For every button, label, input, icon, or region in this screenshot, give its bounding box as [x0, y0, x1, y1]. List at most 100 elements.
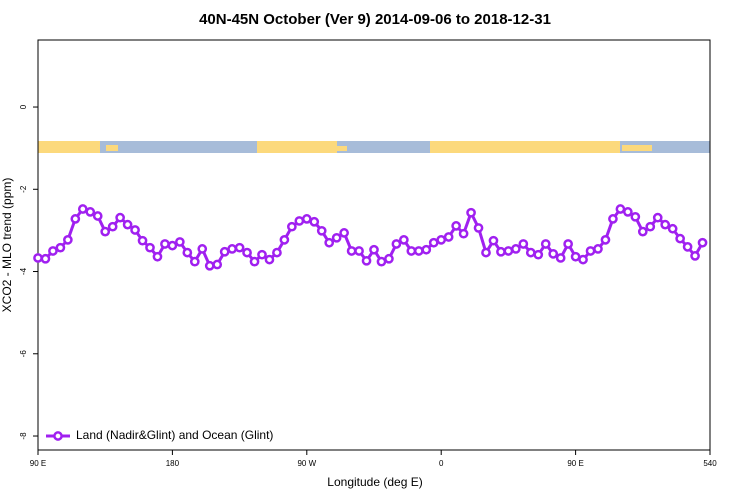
- x-axis-label: Longitude (deg E): [327, 475, 422, 489]
- point: [219, 246, 230, 257]
- point: [249, 256, 260, 267]
- point: [212, 259, 223, 270]
- point: [667, 223, 678, 234]
- point: [294, 216, 305, 226]
- point: [369, 244, 379, 255]
- point: [107, 221, 118, 232]
- point: [55, 242, 66, 253]
- point: [533, 249, 544, 260]
- point: [324, 237, 335, 248]
- point: [473, 223, 484, 233]
- point: [525, 247, 536, 258]
- point: [115, 212, 125, 223]
- point: [354, 246, 364, 256]
- point: [167, 240, 178, 251]
- point: [518, 239, 529, 249]
- y-tick-label: -6: [19, 350, 28, 358]
- y-tick-label: 0: [19, 104, 28, 109]
- point: [48, 246, 58, 256]
- point: [458, 228, 469, 239]
- point: [496, 246, 506, 257]
- point: [481, 247, 491, 258]
- point: [682, 242, 693, 252]
- point: [100, 226, 111, 237]
- land-ocean-strip: [38, 141, 710, 153]
- x-tick-label: 90 W: [297, 459, 316, 468]
- point: [122, 219, 133, 230]
- point: [391, 239, 402, 249]
- point: [593, 244, 603, 254]
- point: [608, 214, 618, 224]
- x-tick-label: 180: [166, 459, 180, 468]
- point: [376, 256, 387, 267]
- point: [145, 242, 155, 253]
- point: [301, 214, 312, 224]
- point: [40, 253, 51, 264]
- point: [77, 204, 88, 214]
- point: [316, 225, 327, 236]
- legend-label: Land (Nadir&Glint) and Ocean (Glint): [76, 428, 273, 442]
- point: [63, 235, 73, 245]
- point: [264, 254, 275, 265]
- point: [645, 221, 656, 232]
- point: [279, 235, 290, 245]
- point: [234, 242, 245, 253]
- point: [413, 246, 424, 256]
- x-tick-label: 540: [703, 459, 717, 468]
- point: [227, 244, 237, 254]
- point: [697, 237, 708, 248]
- point: [384, 253, 394, 264]
- point: [637, 226, 648, 237]
- point: [346, 246, 357, 256]
- point: [630, 211, 641, 222]
- y-tick-label: -4: [19, 267, 28, 275]
- point: [563, 239, 573, 249]
- point: [511, 244, 521, 254]
- x-tick-label: 0: [439, 459, 444, 468]
- point: [197, 244, 208, 254]
- point: [660, 219, 671, 230]
- point: [623, 207, 633, 217]
- point: [287, 221, 297, 232]
- point: [331, 232, 342, 243]
- point: [428, 237, 439, 248]
- y-axis-label: XCO2 - MLO trend (ppm): [0, 178, 14, 313]
- point: [272, 247, 282, 258]
- point: [130, 225, 140, 235]
- point: [189, 256, 200, 267]
- point: [570, 251, 581, 262]
- point: [443, 232, 454, 242]
- point: [675, 233, 685, 244]
- point: [406, 246, 417, 256]
- point: [578, 254, 588, 265]
- point: [33, 253, 43, 263]
- legend-marker: [53, 431, 63, 441]
- point: [555, 253, 566, 263]
- point: [85, 207, 96, 217]
- point: [182, 247, 193, 258]
- point: [488, 235, 499, 246]
- x-tick-label: 90 E: [567, 459, 583, 468]
- point: [257, 249, 267, 260]
- point: [690, 251, 700, 261]
- x-tick-label: 90 E: [30, 459, 46, 468]
- point: [615, 204, 626, 214]
- point: [548, 248, 559, 259]
- point: [70, 214, 81, 224]
- point: [436, 235, 447, 245]
- point: [175, 237, 185, 247]
- point: [137, 235, 148, 246]
- point: [204, 260, 215, 271]
- point: [361, 255, 372, 266]
- point: [585, 246, 596, 256]
- chart-title: 40N-45N October (Ver 9) 2014-09-06 to 20…: [199, 11, 551, 28]
- plot-frame: [37, 39, 711, 451]
- point: [92, 211, 103, 221]
- y-tick-label: -2: [19, 185, 28, 193]
- point: [339, 228, 349, 238]
- point: [421, 244, 432, 255]
- point: [503, 246, 514, 256]
- point: [451, 221, 461, 231]
- point: [652, 212, 663, 223]
